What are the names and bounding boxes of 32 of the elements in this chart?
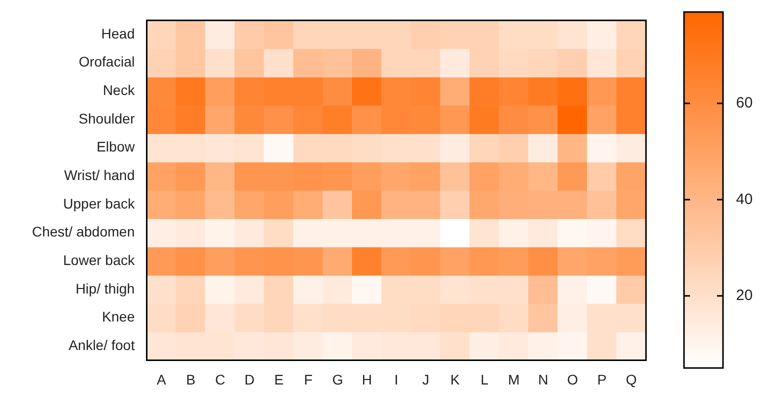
x-tick-label: D [244,371,255,388]
x-tick-label: J [422,371,430,388]
x-tick-label: M [508,371,520,388]
y-tick-label: Wrist/ hand [64,167,135,183]
x-tick-label: H [362,371,372,388]
color-bar-label: 20 [736,286,753,304]
x-tick-label: G [332,371,344,388]
x-tick-label: L [480,371,489,388]
y-tick-label: Lower back [63,252,136,268]
x-tick-label: C [215,371,226,388]
y-tick-label: Upper back [63,195,136,212]
y-tick-label: Ankle/ foot [68,336,135,353]
y-tick-label: Shoulder [78,110,136,126]
x-tick-label: P [597,371,607,388]
y-tick-label: Orofacial [78,54,135,70]
x-tick-label: E [274,371,284,388]
x-tick-label: N [538,371,548,388]
y-tick-label: Elbow [96,138,136,155]
color-bar-label: 60 [736,94,753,112]
y-tick-label: Hip/ thigh [76,280,135,296]
y-tick-label: Head [101,25,135,42]
x-tick-label: A [156,371,167,388]
y-tick-label: Knee [102,308,135,325]
y-tick-label: Neck [102,82,136,98]
x-tick-label: F [304,371,313,388]
x-tick-label: I [394,371,398,388]
x-tick-label: O [567,371,578,388]
x-tick-label: K [450,371,460,388]
x-tick-label: B [186,371,196,388]
y-tick-label: Chest/ abdomen [32,224,135,240]
x-tick-label: Q [626,371,637,388]
color-bar-label: 40 [736,190,753,208]
